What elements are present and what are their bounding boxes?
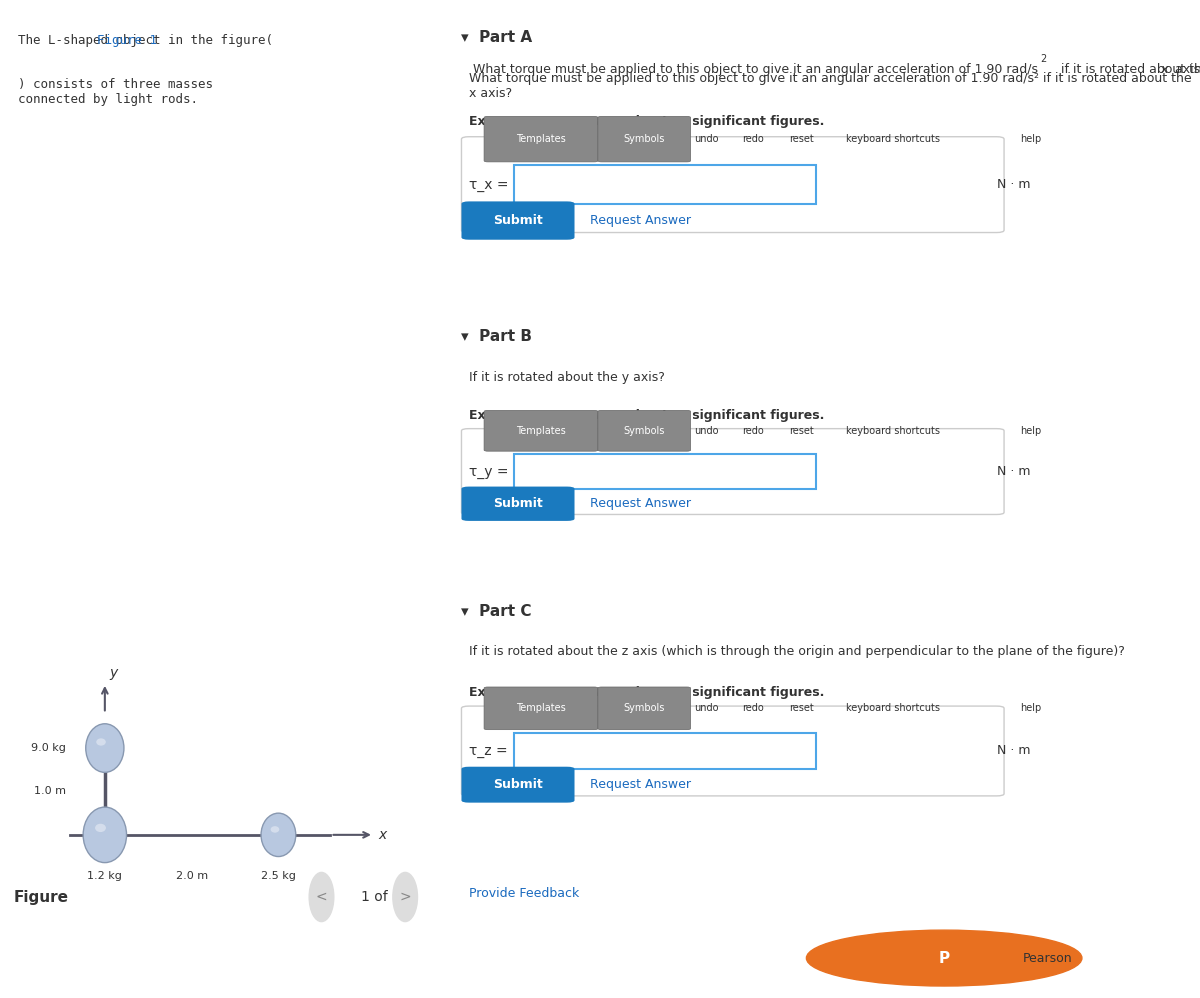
FancyBboxPatch shape — [598, 687, 690, 730]
Text: 2.0 m: 2.0 m — [175, 871, 208, 881]
Text: help: help — [1020, 704, 1042, 714]
Ellipse shape — [96, 739, 106, 746]
FancyBboxPatch shape — [462, 202, 575, 240]
Text: help: help — [1020, 134, 1042, 144]
Text: N · m: N · m — [996, 465, 1030, 478]
Text: redo: redo — [742, 426, 763, 436]
Text: Submit: Submit — [493, 497, 542, 510]
Text: axis?: axis? — [1171, 63, 1200, 76]
Text: 1.2 kg: 1.2 kg — [88, 871, 122, 881]
FancyBboxPatch shape — [484, 687, 598, 730]
Text: What torque must be applied to this object to give it an angular acceleration of: What torque must be applied to this obje… — [473, 63, 1038, 76]
Text: undo: undo — [695, 426, 719, 436]
FancyBboxPatch shape — [462, 429, 1004, 515]
FancyBboxPatch shape — [484, 117, 598, 162]
Text: reset: reset — [790, 426, 814, 436]
Text: Request Answer: Request Answer — [589, 497, 690, 510]
FancyBboxPatch shape — [484, 410, 598, 451]
FancyBboxPatch shape — [515, 733, 816, 768]
Text: >: > — [400, 890, 410, 904]
Circle shape — [310, 872, 334, 921]
Text: ) consists of three masses
connected by light rods.: ) consists of three masses connected by … — [18, 78, 212, 106]
Text: reset: reset — [790, 134, 814, 144]
Ellipse shape — [85, 724, 124, 772]
Text: Express your answer using two significant figures.: Express your answer using two significan… — [469, 686, 824, 699]
Text: If it is rotated about the z axis (which is through the origin and perpendicular: If it is rotated about the z axis (which… — [469, 646, 1124, 659]
Text: 2: 2 — [1040, 54, 1046, 64]
Text: 1.0 m: 1.0 m — [34, 786, 66, 796]
FancyBboxPatch shape — [462, 487, 575, 521]
Text: undo: undo — [695, 134, 719, 144]
Text: Express your answer using two significant figures.: Express your answer using two significan… — [469, 409, 824, 422]
Text: if it is rotated about the: if it is rotated about the — [1057, 63, 1200, 76]
Text: N · m: N · m — [996, 178, 1030, 192]
Circle shape — [806, 930, 1082, 986]
Text: Request Answer: Request Answer — [589, 778, 690, 791]
Text: Request Answer: Request Answer — [589, 214, 690, 228]
Text: τ_z =: τ_z = — [469, 744, 508, 758]
Text: Figure 1: Figure 1 — [97, 34, 157, 47]
Text: x: x — [378, 828, 386, 842]
FancyBboxPatch shape — [598, 117, 690, 162]
Text: keyboard shortcuts: keyboard shortcuts — [846, 134, 940, 144]
Text: 9.0 kg: 9.0 kg — [31, 744, 66, 753]
Text: Pearson: Pearson — [1022, 951, 1073, 965]
Text: Figure: Figure — [13, 889, 68, 904]
FancyBboxPatch shape — [598, 410, 690, 451]
Text: help: help — [1020, 426, 1042, 436]
Text: Templates: Templates — [516, 704, 566, 714]
Text: undo: undo — [695, 704, 719, 714]
Ellipse shape — [270, 826, 280, 832]
Text: P: P — [938, 950, 949, 966]
Text: ▾  Part B: ▾ Part B — [462, 329, 533, 344]
Ellipse shape — [262, 813, 295, 856]
Text: redo: redo — [742, 134, 763, 144]
Circle shape — [392, 872, 418, 921]
Text: Templates: Templates — [516, 134, 566, 144]
Text: τ_x =: τ_x = — [469, 178, 509, 192]
Text: 1 of 1: 1 of 1 — [361, 890, 401, 904]
Text: Provide Feedback: Provide Feedback — [469, 886, 580, 900]
Text: keyboard shortcuts: keyboard shortcuts — [846, 426, 940, 436]
Text: What torque must be applied to this object to give it an angular acceleration of: What torque must be applied to this obje… — [469, 72, 1192, 100]
FancyBboxPatch shape — [515, 166, 816, 204]
Text: Symbols: Symbols — [624, 134, 665, 144]
Text: ▾  Part C: ▾ Part C — [462, 604, 532, 619]
Text: ▾  Part A: ▾ Part A — [462, 30, 533, 45]
FancyBboxPatch shape — [462, 707, 1004, 796]
Text: Templates: Templates — [516, 426, 566, 436]
Text: y: y — [109, 667, 118, 681]
FancyBboxPatch shape — [515, 454, 816, 489]
FancyBboxPatch shape — [462, 137, 1004, 233]
Text: N · m: N · m — [996, 745, 1030, 757]
Text: 2.5 kg: 2.5 kg — [260, 871, 296, 881]
Text: Express your answer using two significant figures.: Express your answer using two significan… — [469, 115, 824, 128]
Text: keyboard shortcuts: keyboard shortcuts — [846, 704, 940, 714]
Ellipse shape — [95, 823, 106, 832]
Text: Symbols: Symbols — [624, 426, 665, 436]
Text: x: x — [1160, 63, 1168, 76]
Text: If it is rotated about the y axis?: If it is rotated about the y axis? — [469, 370, 665, 383]
Text: τ_y =: τ_y = — [469, 464, 509, 479]
FancyBboxPatch shape — [462, 766, 575, 802]
Text: Symbols: Symbols — [624, 704, 665, 714]
Text: Submit: Submit — [493, 214, 542, 228]
Text: reset: reset — [790, 704, 814, 714]
Text: redo: redo — [742, 704, 763, 714]
Text: <: < — [316, 890, 328, 904]
Text: The L-shaped object in the figure(: The L-shaped object in the figure( — [18, 34, 272, 47]
Ellipse shape — [83, 807, 126, 862]
Text: Submit: Submit — [493, 778, 542, 791]
